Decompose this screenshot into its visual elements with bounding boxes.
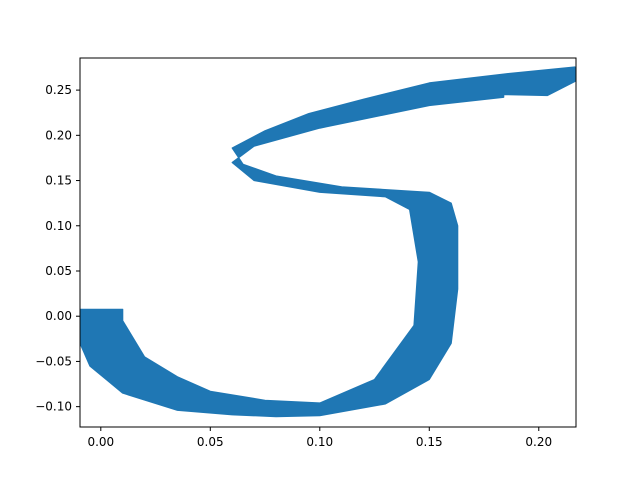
axes: 0.00 0.05 0.10 0.15 0.20 −0.10 −0.05 0.00 0.05 0.… — [35, 57, 577, 449]
y-tick-label: 0.15 — [45, 174, 72, 188]
y-tick-label: −0.05 — [35, 354, 72, 368]
y-tick-label: 0.05 — [45, 264, 72, 278]
x-tick-label: 0.15 — [416, 435, 443, 449]
plot-area — [80, 66, 576, 418]
axes-frame — [79, 57, 577, 428]
y-tick-label: 0.20 — [45, 128, 72, 142]
x-tick-label: 0.00 — [87, 435, 114, 449]
filled-ribbon-0 — [80, 66, 576, 418]
y-tick-label: 0.00 — [45, 309, 72, 323]
y-tick-label: 0.25 — [45, 83, 72, 97]
x-tick-label: 0.10 — [306, 435, 333, 449]
y-tick-label: −0.10 — [35, 400, 72, 414]
y-tick-label: 0.10 — [45, 219, 72, 233]
x-tick-label: 0.05 — [197, 435, 224, 449]
x-tick-label: 0.20 — [525, 435, 552, 449]
